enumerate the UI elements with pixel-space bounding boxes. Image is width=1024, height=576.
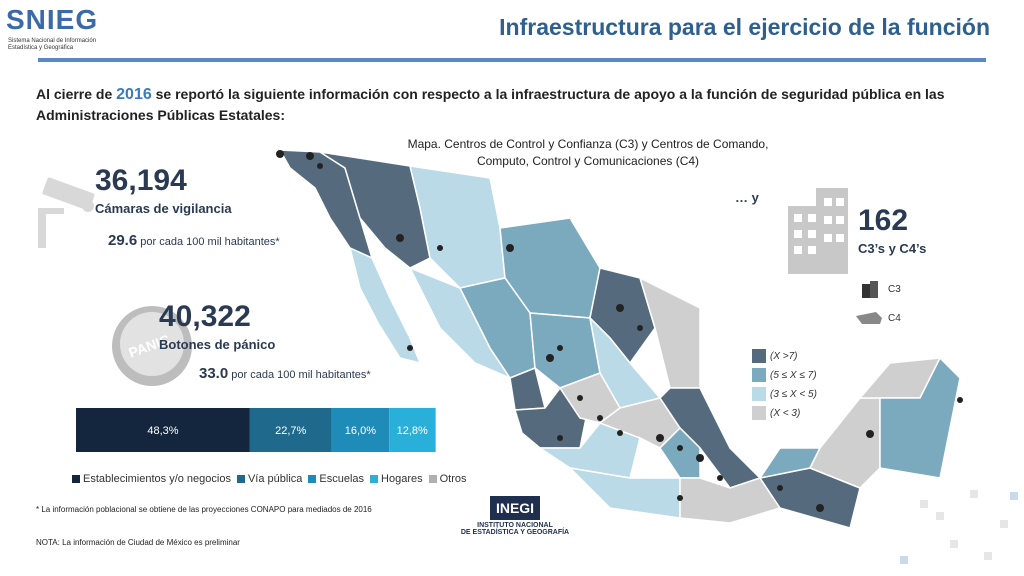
map-legend-swatch bbox=[752, 368, 766, 382]
bar-legend-item: Otros bbox=[428, 473, 467, 485]
bar-legend-label: Establecimientos y/o negocios bbox=[83, 473, 231, 485]
cameras-rate: 29.6 por cada 100 mil habitantes* bbox=[108, 232, 280, 249]
bar-legend-swatch bbox=[428, 475, 437, 483]
page-title: Infraestructura para el ejercicio de la … bbox=[499, 14, 990, 40]
cameras-value: 36,194 bbox=[95, 164, 187, 197]
population-note: * La información poblacional se obtiene … bbox=[36, 505, 372, 514]
bar-legend-swatch bbox=[236, 475, 245, 483]
inegi-line2: DE ESTADÍSTICA Y GEOGRAFÍA bbox=[460, 529, 570, 536]
bar-legend-swatch bbox=[308, 475, 317, 483]
map-legend-swatch bbox=[752, 387, 766, 401]
building-icon bbox=[788, 188, 848, 274]
bar-legend-item: Hogares bbox=[370, 473, 423, 485]
decorative-squares bbox=[900, 490, 1018, 564]
mexico-map bbox=[276, 149, 963, 528]
inegi-logo: INEGI INSTITUTO NACIONAL DE ESTADÍSTICA … bbox=[450, 496, 580, 536]
state-quintana-roo bbox=[879, 356, 961, 479]
map-legend-item: (5 ≤ X ≤ 7) bbox=[752, 367, 817, 383]
panic-rate-text: por cada 100 mil habitantes* bbox=[228, 369, 371, 381]
map-legend-item: (3 ≤ X < 5) bbox=[752, 386, 817, 402]
title-divider bbox=[38, 58, 986, 62]
bar-legend-swatch bbox=[370, 475, 379, 483]
bar-legend-item: Vía pública bbox=[236, 473, 303, 485]
bar-legend-item: Escuelas bbox=[308, 473, 364, 485]
state-chihuahua bbox=[409, 165, 506, 289]
bar-legend-item: Establecimientos y/o negocios bbox=[72, 473, 231, 485]
camera-icon bbox=[38, 177, 95, 248]
map-legend: (X >7) (5 ≤ X ≤ 7) (3 ≤ X < 5) (X < 3) bbox=[752, 348, 817, 424]
panic-value: 40,322 bbox=[159, 300, 251, 333]
cameras-rate-value: 29.6 bbox=[108, 232, 138, 249]
centers-ellipsis: … y bbox=[735, 190, 759, 205]
bar-data-label: 22,7% bbox=[275, 425, 306, 437]
bar-segment bbox=[249, 408, 332, 452]
map-legend-item: (X < 3) bbox=[752, 405, 817, 421]
panic-button-icon: PANIC bbox=[112, 306, 192, 386]
c4-icon bbox=[856, 312, 882, 324]
centers-label: C3’s y C4’s bbox=[858, 241, 927, 256]
bar-legend-label: Escuelas bbox=[319, 473, 365, 485]
bar-data-label: 16,0% bbox=[345, 425, 376, 437]
bar-legend-label: Hogares bbox=[381, 473, 423, 485]
bar-legend: Establecimientos y/o negocios Vía pública… bbox=[72, 473, 512, 485]
map-legend-label: (X >7) bbox=[770, 350, 798, 362]
map-legend-swatch bbox=[752, 349, 766, 363]
cameras-rate-text: por cada 100 mil habitantes* bbox=[137, 236, 280, 248]
cdmx-note: NOTA: La información de Ciudad de México… bbox=[36, 538, 240, 547]
bar-data-label: 48,3% bbox=[147, 425, 178, 437]
c3-label: C3 bbox=[888, 284, 901, 295]
snieg-logo-text: SNIEG bbox=[6, 4, 99, 35]
bar-segment bbox=[435, 408, 436, 452]
map-legend-label: (X < 3) bbox=[770, 407, 801, 419]
state-baja-california-sur bbox=[348, 246, 422, 365]
bar-segment bbox=[389, 408, 436, 452]
stacked-bar-chart: 48,3% 22,7% 16,0% 12,8% bbox=[76, 408, 436, 452]
bar-legend-label: Vía pública bbox=[247, 473, 303, 485]
panic-rate-value: 33.0 bbox=[199, 365, 229, 382]
c3-icon bbox=[862, 281, 878, 298]
intro-paragraph: Al cierre de 2016 se reportó la siguient… bbox=[36, 84, 996, 125]
panic-rate: 33.0 por cada 100 mil habitantes* bbox=[199, 365, 371, 382]
map-legend-label: (5 ≤ X ≤ 7) bbox=[770, 369, 817, 381]
inegi-logo-mark: INEGI bbox=[489, 496, 541, 520]
centers-value: 162 bbox=[858, 204, 909, 237]
map-legend-label: (3 ≤ X < 5) bbox=[770, 388, 817, 400]
bar-segment bbox=[76, 408, 250, 452]
snieg-logo: SNIEG Sistema Nacional de Información Es… bbox=[6, 4, 116, 54]
intro-year: 2016 bbox=[116, 86, 152, 103]
map-legend-swatch bbox=[752, 406, 766, 420]
snieg-logo-subtitle: Sistema Nacional de Información Estadíst… bbox=[8, 38, 97, 51]
c4-label: C4 bbox=[888, 313, 901, 324]
bar-data-label: 12,8% bbox=[397, 425, 428, 437]
bar-legend-swatch bbox=[72, 475, 80, 483]
intro-after: se reportó la siguiente información con … bbox=[36, 86, 945, 123]
cameras-label: Cámaras de vigilancia bbox=[95, 201, 232, 216]
bar-segment bbox=[331, 408, 390, 452]
map-title: Mapa. Centros de Control y Confianza (C3… bbox=[407, 137, 769, 168]
panic-label: Botones de pánico bbox=[159, 337, 276, 352]
state-puebla bbox=[659, 426, 701, 479]
inegi-line1: INSTITUTO NACIONAL bbox=[477, 522, 553, 529]
intro-before: Al cierre de bbox=[36, 86, 117, 102]
map-legend-item: (X >7) bbox=[752, 348, 817, 364]
bar-legend-label: Otros bbox=[439, 473, 467, 485]
